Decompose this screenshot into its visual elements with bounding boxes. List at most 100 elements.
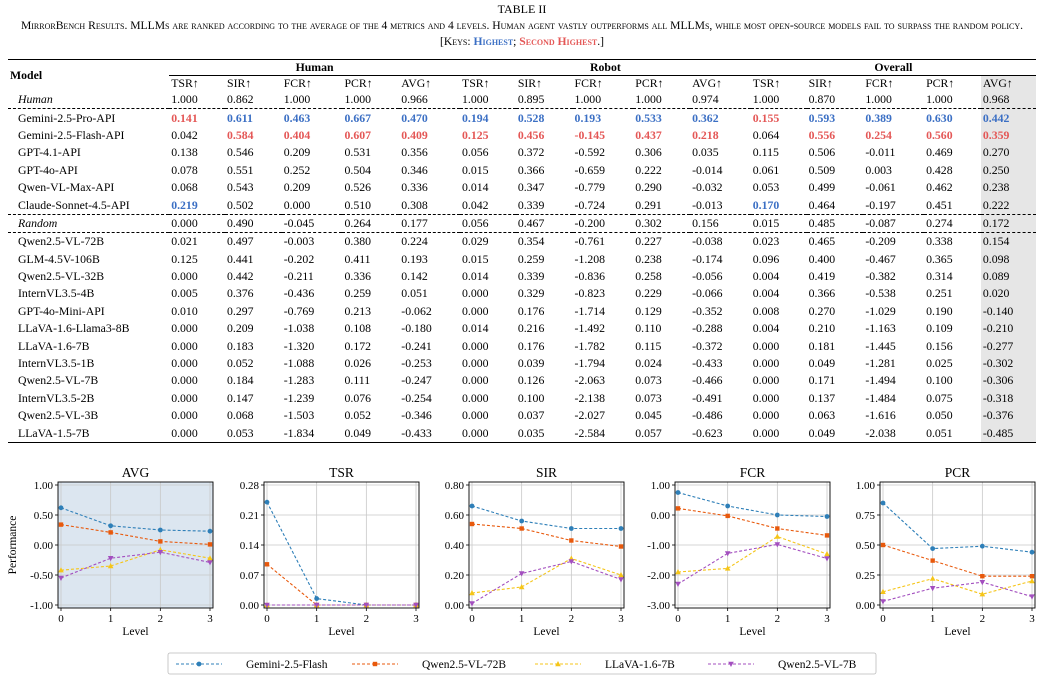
cell-value: 1.000: [635, 92, 662, 107]
cell-value: 0.274: [926, 215, 953, 230]
x-tick-label: 2: [569, 613, 575, 625]
metric-cell: 0.464: [806, 196, 864, 215]
cell-value: -0.318: [982, 390, 1014, 405]
metric-cell: 0.376: [225, 285, 282, 302]
caption-key-second: Second Highest: [519, 35, 598, 48]
data-point: [469, 503, 475, 509]
metric-cell: 0.051: [399, 285, 460, 302]
cell-value: 0.170: [752, 197, 780, 212]
metric-cell: 0.194: [460, 109, 516, 127]
metric-cell: 0.338: [924, 233, 981, 251]
cell-value: 0.209: [283, 145, 311, 160]
cell-value: 0.051: [926, 425, 953, 440]
metric-cell: 0.015: [460, 251, 516, 268]
y-tick-label: 1.00: [856, 480, 876, 492]
metric-cell: 1.000: [169, 91, 226, 110]
metric-cell: 0.210: [807, 320, 864, 337]
y-tick-label: 0.00: [240, 600, 260, 612]
x-axis-label: Level: [122, 626, 148, 638]
cell-value: -0.180: [401, 321, 432, 336]
x-tick-label: 0: [469, 613, 475, 625]
data-point: [675, 581, 681, 587]
metric-cell: 0.089: [980, 267, 1036, 286]
cell-value: 0.035: [692, 145, 719, 160]
metric-cell: 0.098: [980, 250, 1036, 268]
data-point: [824, 556, 830, 562]
cell-value: 0.100: [926, 373, 953, 388]
cell-value: 0.551: [227, 162, 254, 177]
metric-cell: 0.411: [342, 251, 399, 268]
cell-value: 0.409: [401, 127, 428, 142]
cell-value: 0.336: [401, 180, 428, 195]
metric-cell: 0.000: [460, 407, 516, 424]
cell-value: 0.346: [401, 162, 428, 177]
metric-cell: 0.110: [633, 320, 690, 337]
metric-cell: 0.184: [225, 372, 282, 389]
metric-cell: -0.087: [863, 214, 925, 234]
cell-value: 0.376: [227, 286, 254, 301]
chart-title: PCR: [945, 465, 971, 480]
metric-cell: 0.111: [342, 372, 399, 389]
metric-cell: 0.000: [460, 390, 516, 407]
cell-value: -1.503: [283, 408, 315, 423]
cell-value: 0.437: [635, 127, 662, 142]
metric-cell: 0.156: [690, 214, 751, 234]
cell-value: 0.000: [171, 338, 198, 353]
metric-cell: 0.029: [460, 233, 516, 251]
metric-cell: -1.281: [863, 355, 924, 372]
cell-value: 0.154: [982, 234, 1010, 249]
metric-cell: 0.000: [460, 355, 516, 372]
metric-cell: 0.259: [342, 285, 399, 302]
cell-value: 0.264: [344, 215, 372, 230]
cell-value: 0.411: [344, 251, 371, 266]
cell-value: -2.063: [574, 373, 606, 388]
model-name: LLaVA-1.5-7B: [8, 424, 170, 443]
data-point: [824, 551, 830, 557]
data-point: [157, 550, 164, 556]
cell-value: -0.174: [692, 251, 723, 266]
cell-value: 0.014: [461, 321, 489, 336]
data-point: [568, 559, 575, 565]
series-line-llava-1.6-7b: [882, 578, 1033, 595]
metric-cell: 0.000: [169, 268, 225, 285]
cell-value: 0.052: [227, 356, 254, 371]
metric-cell: 0.463: [282, 109, 343, 127]
x-tick-label: 0: [58, 613, 64, 625]
x-tick-label: 2: [980, 613, 986, 625]
metric-cell: 0.556: [807, 127, 864, 144]
metric-cell: -0.724: [572, 196, 634, 215]
cell-value: 0.020: [982, 286, 1010, 301]
cell-value: 0.026: [344, 356, 372, 371]
legend-entry: Gemini-2.5-Flash: [176, 659, 328, 671]
legend-label: LLaVA-1.6-7B: [605, 659, 675, 671]
cell-value: 0.142: [401, 269, 428, 284]
cell-value: 0.502: [227, 197, 254, 212]
cell-value: 0.014: [461, 180, 489, 195]
metric-cell: 0.000: [169, 407, 225, 424]
metric-cell: -1.038: [282, 320, 343, 337]
metric-cell: 0.966: [399, 91, 460, 110]
cell-value: 0.862: [227, 92, 254, 107]
data-point: [207, 555, 213, 561]
cell-value: 0.227: [635, 234, 662, 249]
metric-cell: 0.409: [399, 127, 460, 144]
cell-value: 0.190: [926, 303, 953, 318]
metric-cell: 0.035: [515, 424, 573, 443]
metric-cell: -0.140: [980, 302, 1036, 321]
metric-cell: 0.000: [169, 390, 225, 407]
series-line-gemini-2.5-flash: [60, 507, 211, 532]
metric-cell: 0.115: [751, 144, 807, 161]
cell-value: 0.000: [171, 408, 198, 423]
cell-value: 0.510: [344, 197, 372, 212]
cell-value: 0.147: [227, 390, 254, 405]
cell-value: 0.003: [865, 162, 892, 177]
cell-value: -0.306: [982, 373, 1014, 388]
metric-cell: 0.000: [751, 390, 807, 407]
metric-cell: 0.462: [924, 179, 981, 196]
legend-marker: [555, 661, 561, 667]
cell-value: -2.584: [574, 425, 606, 440]
data-point: [58, 505, 64, 511]
metric-cell: 0.270: [807, 303, 864, 320]
model-name: Qwen2.5-VL-3B: [18, 408, 99, 423]
table-row: Human 1.000 0.862 1.000 1.000 0.966 1.000 0.895…: [8, 91, 1036, 110]
